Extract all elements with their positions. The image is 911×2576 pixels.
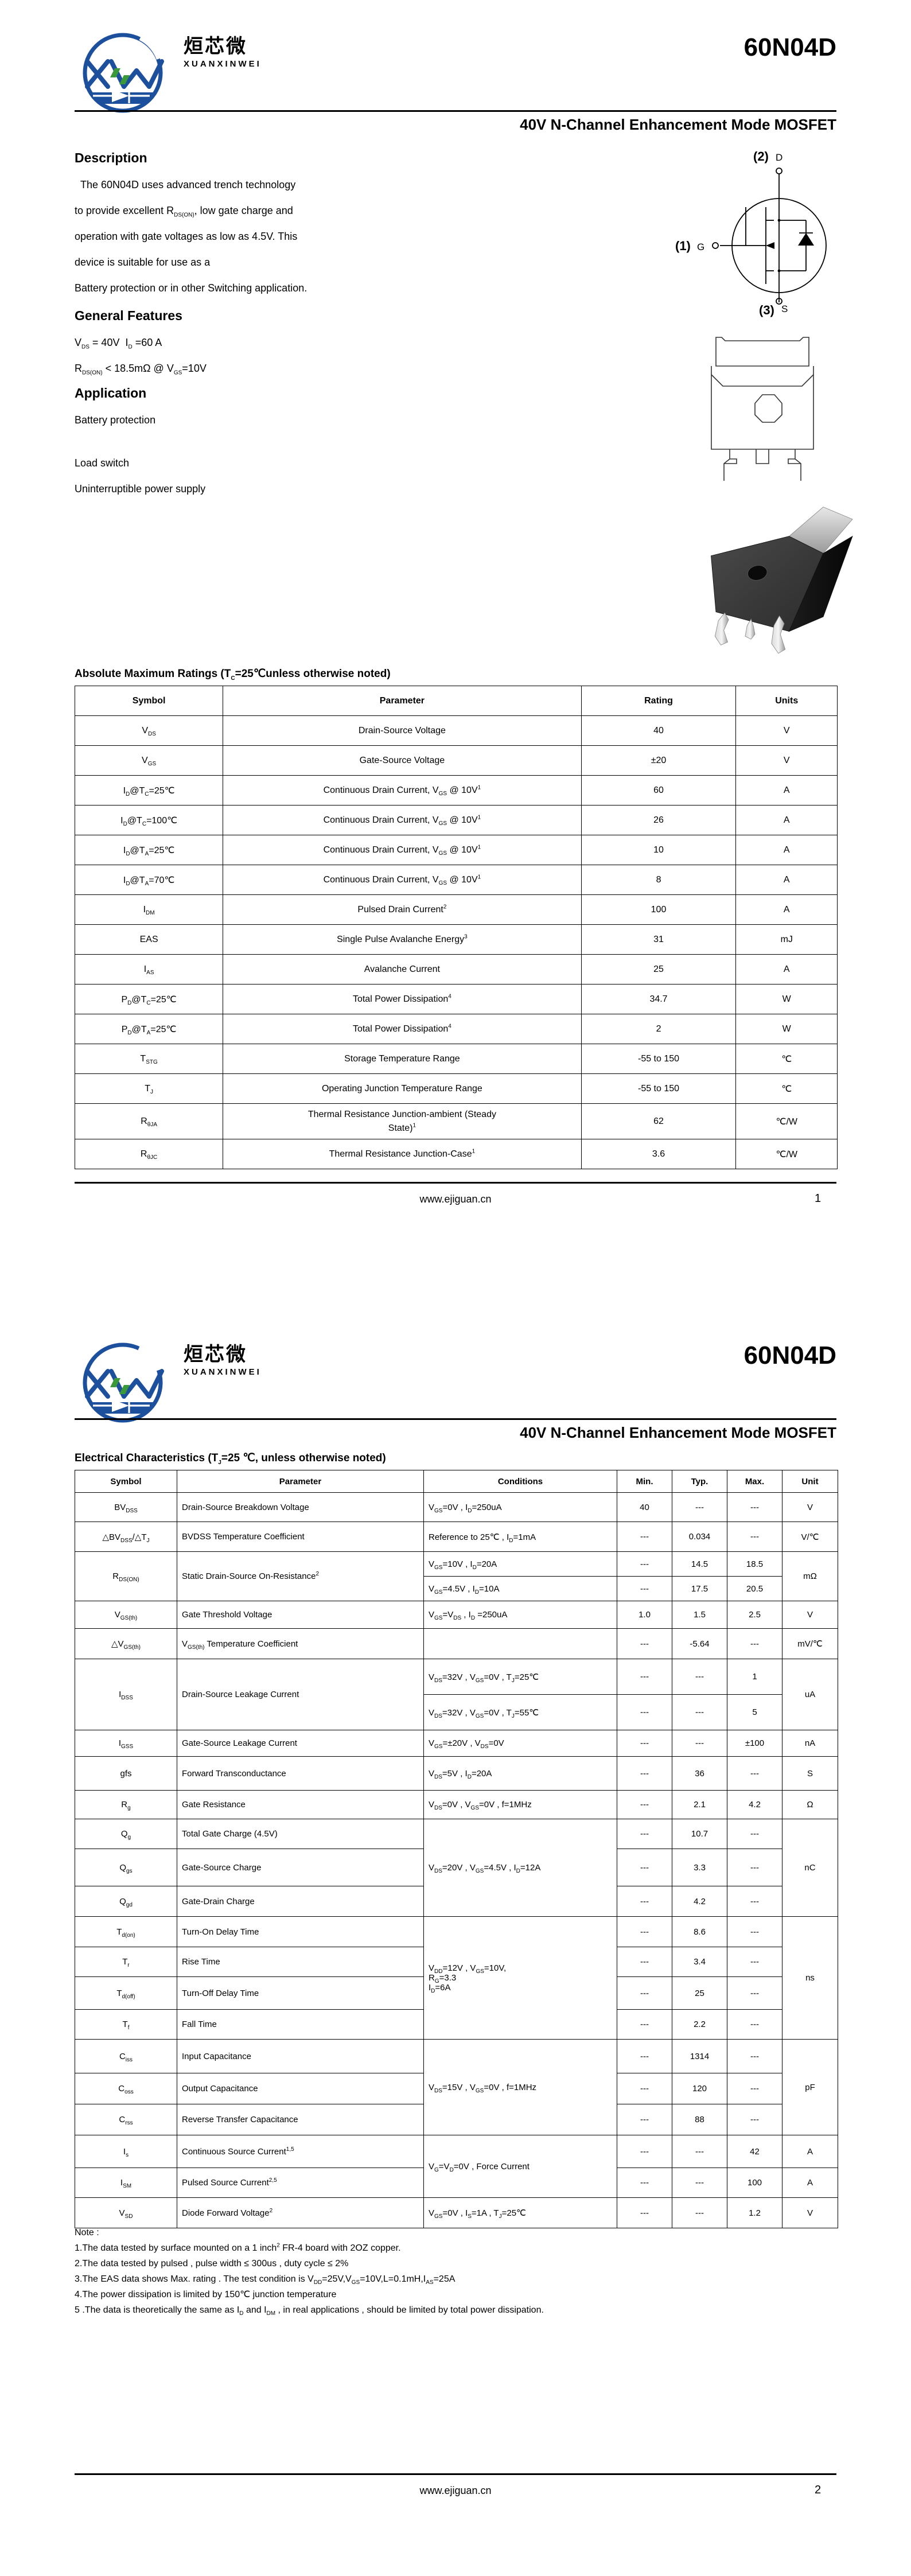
svg-text:(1): (1) bbox=[675, 239, 691, 253]
svg-text:D: D bbox=[776, 152, 782, 163]
svg-text:(2): (2) bbox=[753, 149, 769, 164]
svg-text:G: G bbox=[697, 242, 704, 252]
